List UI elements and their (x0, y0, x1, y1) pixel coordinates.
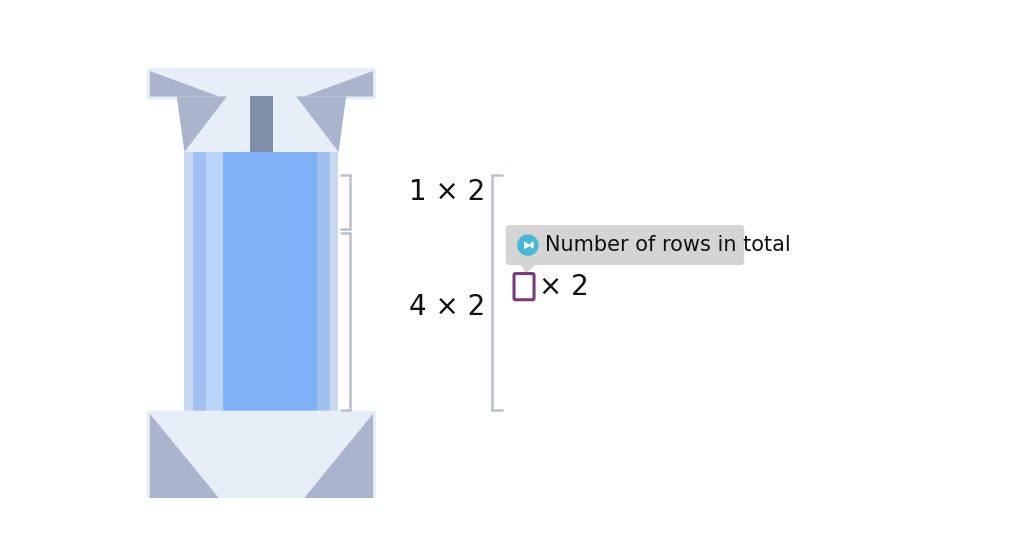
Text: ▶: ▶ (524, 240, 531, 250)
Polygon shape (150, 414, 219, 498)
FancyBboxPatch shape (514, 274, 535, 300)
FancyBboxPatch shape (506, 225, 744, 265)
Bar (250, 96, 273, 152)
Text: 4 × 2: 4 × 2 (410, 293, 485, 321)
FancyBboxPatch shape (146, 410, 376, 502)
Bar (206, 152, 317, 414)
Text: 1 × 2: 1 × 2 (410, 178, 485, 206)
Polygon shape (177, 96, 346, 152)
Text: Number of rows in total: Number of rows in total (545, 235, 791, 255)
Bar (206, 152, 222, 414)
Bar (193, 152, 331, 414)
Circle shape (518, 235, 538, 255)
Polygon shape (518, 261, 539, 274)
Polygon shape (296, 96, 346, 152)
FancyBboxPatch shape (146, 68, 376, 100)
Text: × 2: × 2 (539, 273, 589, 301)
Polygon shape (304, 71, 373, 96)
Polygon shape (150, 71, 219, 96)
Polygon shape (304, 414, 373, 498)
Polygon shape (177, 96, 226, 152)
Bar (184, 152, 339, 414)
